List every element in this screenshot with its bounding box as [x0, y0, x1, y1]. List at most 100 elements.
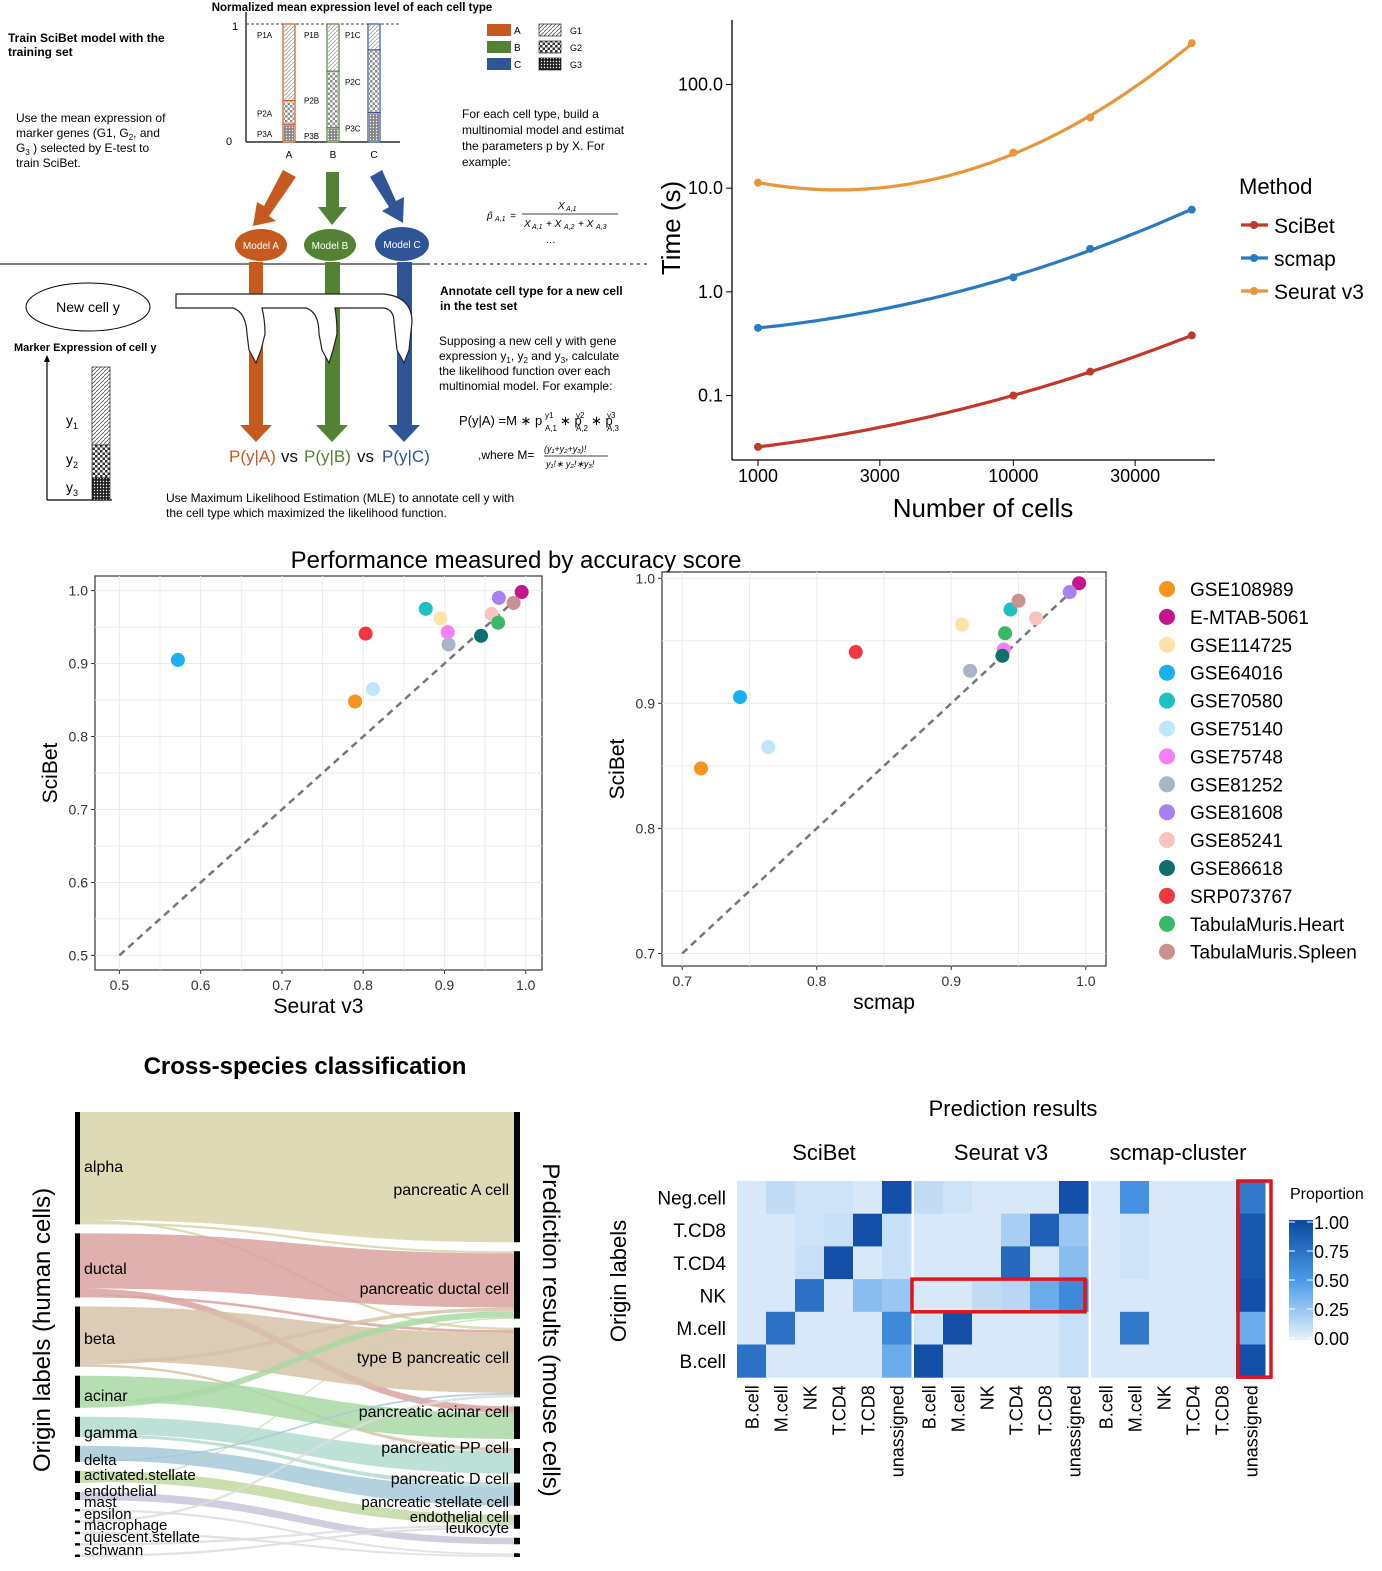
schematic-segment-label: P1B	[304, 31, 319, 40]
heatmap-cell	[1030, 1311, 1060, 1345]
schematic-panel: Normalized mean expression level of each…	[0, 2, 650, 520]
schematic-segment-label: P3B	[304, 132, 319, 141]
schematic-segment-label: P2B	[304, 97, 319, 106]
heatmap-cell	[972, 1181, 1002, 1215]
scatter-legend-key	[1159, 776, 1175, 793]
heatmap-cell	[1207, 1213, 1237, 1247]
arrow-to-model-c	[370, 170, 404, 223]
svg-text:A,3: A,3	[607, 424, 620, 433]
scatter-point	[441, 637, 456, 652]
heatmap-cell	[1149, 1344, 1179, 1378]
heatmap-col-label: M.cell	[772, 1385, 792, 1432]
schematic-bar-x-label: B	[330, 150, 337, 161]
scatter-legend-key	[1159, 608, 1175, 625]
model-a-ellipse	[235, 229, 287, 261]
scatter-point	[514, 585, 529, 600]
line-point	[1086, 367, 1095, 376]
prediction-heatmap: Prediction results Origin labels SciBet B…	[606, 1096, 1364, 1477]
heatmap-cell	[1091, 1311, 1121, 1345]
heatmap-cell	[914, 1181, 944, 1215]
marker-bar-g3	[91, 477, 111, 501]
scatter-legend-label: TabulaMuris.Spleen	[1190, 943, 1357, 964]
sankey-left-node	[75, 1543, 80, 1546]
heatmap-cell	[1059, 1181, 1089, 1215]
annotate-title: Annotate cell type for a new cell in the …	[440, 284, 623, 313]
sankey-right-label-text: type B pancreatic cell	[357, 1350, 509, 1367]
sankey-left-label-text: macrophage	[84, 1517, 167, 1534]
heatmap-group-label: scmap-cluster	[1110, 1140, 1247, 1165]
sankey-flow	[80, 1524, 514, 1546]
svg-text:A,1: A,1	[494, 216, 506, 223]
sankey-left-label-text: beta	[84, 1331, 115, 1348]
schematic-segment-label: P3A	[257, 130, 273, 139]
colorbar-tick-label: 1.00	[1314, 1213, 1349, 1233]
scatter-legend-key	[1159, 860, 1175, 876]
heatmap-cell	[1059, 1344, 1089, 1378]
heatmap-col-label: T.CD8	[1036, 1385, 1056, 1435]
heatmap-col-label: NK	[801, 1385, 821, 1410]
heatmap-cell	[737, 1279, 767, 1313]
scatter-x-tick-label: 0.8	[353, 977, 373, 993]
scatter-y-tick-label: 1.0	[69, 583, 89, 599]
heatmap-cell	[1178, 1181, 1208, 1215]
heatmap-cell	[795, 1311, 825, 1345]
legend-swatch-gene	[538, 40, 562, 54]
line-y-tick-label: 10.0	[688, 178, 723, 198]
line-y-tick-label: 1.0	[698, 282, 723, 302]
scatter-point	[998, 626, 1013, 641]
sankey-flow	[80, 1233, 514, 1308]
scatter-panel-1: 0.5 0.6 0.7 0.8 0.9 1.0 0.5 0.6 0.7 0.8 0.9 1.0 Seur…	[39, 575, 543, 1018]
sankey-right-label-text: pancreatic D cell	[391, 1471, 509, 1488]
heatmap-cell	[882, 1181, 912, 1215]
schematic-segment-label: P3C	[345, 124, 361, 133]
line-point	[754, 323, 763, 332]
sankey-flow	[80, 1112, 514, 1243]
svg-text:y1: y1	[545, 411, 554, 420]
schematic-segment-label: P1C	[345, 31, 361, 40]
heatmap-cell	[914, 1246, 944, 1280]
heatmap-cell	[824, 1213, 854, 1247]
line-series-1	[757, 207, 1193, 330]
schematic-bar-x-label: C	[370, 150, 377, 161]
sankey-left-node	[75, 1445, 80, 1462]
scatter-legend-label: GSE75140	[1190, 720, 1283, 741]
scatter-legend-label: GSE81252	[1190, 775, 1283, 796]
svg-text:∗ p: ∗ p	[560, 413, 582, 428]
scatter-y-tick-label: 0.7	[636, 945, 656, 961]
scatter-x-tick-label: 0.9	[942, 973, 962, 989]
heatmap-cell	[1178, 1344, 1208, 1378]
line-y-label: Time (s)	[656, 181, 686, 275]
heatmap-cell	[1236, 1344, 1266, 1378]
heatmap-cell	[1120, 1311, 1150, 1345]
sankey-right-node	[514, 1537, 520, 1545]
marker-y-arrow	[44, 355, 50, 362]
scatter-legend-key	[1159, 832, 1175, 849]
svg-text:X: X	[523, 219, 531, 230]
heatmap-col-label: T.CD4	[1007, 1385, 1027, 1435]
scatter-point	[170, 652, 185, 667]
scatter-point	[1029, 611, 1044, 626]
svg-text:A,1: A,1	[545, 424, 558, 433]
legend-gene-label: G1	[570, 26, 582, 36]
scatter-y-tick-label: 1.0	[636, 570, 656, 586]
scatter-legend-label: GSE114725	[1190, 636, 1292, 657]
line-series-2	[757, 42, 1193, 192]
scatter-point	[506, 595, 521, 610]
line-x-tick-label: 30000	[1110, 466, 1160, 486]
heatmap-group-label: Seurat v3	[954, 1140, 1048, 1165]
schematic-bar-texture	[284, 25, 294, 100]
svg-text:vs: vs	[281, 447, 298, 466]
scatter-point	[474, 628, 489, 643]
scatter-y-tick-label: 0.5	[69, 947, 89, 963]
scatter-y-label: SciBet	[39, 742, 62, 803]
heatmap-cell	[1030, 1181, 1060, 1215]
sankey-flow	[80, 1317, 514, 1483]
scatter-x-tick-label: 0.7	[272, 977, 292, 993]
line-point	[1086, 113, 1095, 122]
heatmap-cell	[766, 1311, 796, 1345]
heatmap-cell	[737, 1181, 767, 1215]
heatmap-cell	[972, 1213, 1002, 1247]
svg-text:A,2: A,2	[563, 224, 575, 231]
heatmap-cell	[1149, 1246, 1179, 1280]
